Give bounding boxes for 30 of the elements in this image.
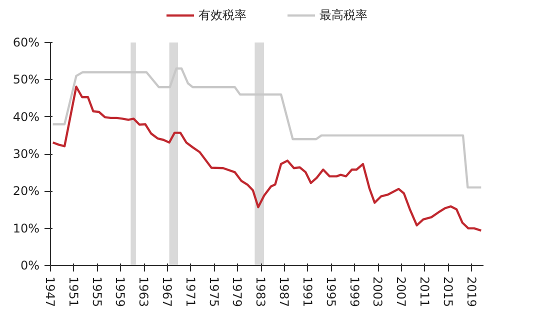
x-tick-label: 1959 (113, 276, 128, 308)
y-tick-label: 20% (12, 184, 40, 198)
y-tick-label: 0% (20, 258, 40, 272)
x-tick-label: 1971 (183, 276, 198, 308)
x-tick-label: 1967 (160, 276, 174, 308)
y-tick-label: 30% (12, 147, 40, 161)
y-tick-label: 50% (12, 72, 40, 87)
x-tick-label: 1963 (136, 276, 151, 308)
y-tick-label: 10% (12, 221, 40, 236)
y-tick-label: 60% (12, 36, 40, 50)
x-tick-label: 1995 (324, 276, 338, 308)
x-tick-label: 2019 (464, 276, 478, 308)
legend-label: 最高税率 (320, 6, 368, 24)
x-tick-label: 1975 (206, 276, 221, 308)
x-tick-label: 2003 (370, 276, 385, 308)
legend-label: 有效税率 (198, 6, 246, 24)
y-tick-label: 40% (12, 110, 40, 124)
x-tick-label: 1979 (230, 276, 244, 308)
x-tick-label: 2011 (417, 276, 432, 308)
x-tick-label: 1951 (66, 276, 80, 308)
x-tick-label: 1991 (300, 276, 314, 308)
x-tick-label: 1955 (90, 276, 104, 308)
line-series (52, 67, 482, 189)
x-tick-label: 1999 (347, 276, 362, 308)
x-tick-label: 2015 (440, 276, 455, 308)
line-series (52, 86, 482, 232)
x-tick-label: 1987 (277, 276, 292, 308)
x-tick-label: 2007 (394, 276, 408, 308)
x-tick-label: 1983 (254, 276, 268, 308)
x-tick-label: 1947 (43, 276, 57, 308)
